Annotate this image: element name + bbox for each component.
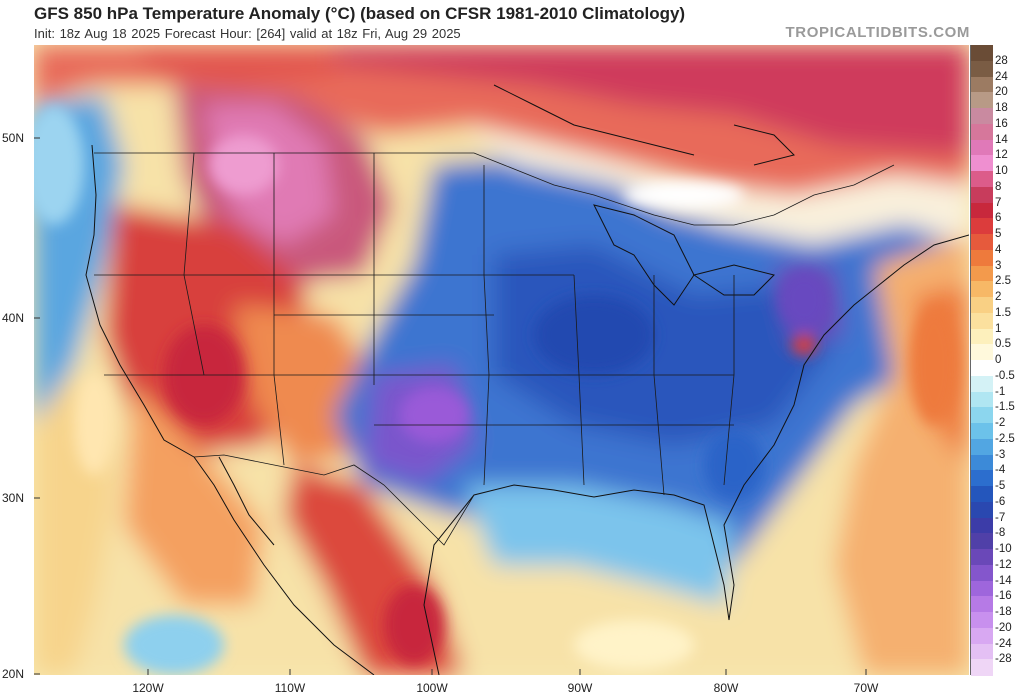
colorbar-cell — [971, 312, 993, 329]
colorbar-tick-label: 16 — [995, 117, 1008, 130]
colorbar-tick-label: 2 — [995, 291, 1002, 303]
colorbar — [970, 45, 993, 676]
colorbar-cell — [971, 123, 993, 140]
colorbar-tick-label: 7 — [995, 196, 1002, 209]
lon-label-70w: 70W — [853, 681, 879, 695]
colorbar-tick-label: -20 — [995, 621, 1012, 634]
colorbar-tick-label: 10 — [995, 165, 1008, 177]
run-info: Init: 18z Aug 18 2025 Forecast Hour: [26… — [34, 26, 461, 41]
colorbar-cell — [971, 501, 993, 518]
colorbar-cell — [971, 375, 993, 392]
colorbar-cell — [971, 60, 993, 77]
colorbar-cell — [971, 643, 993, 660]
colorbar-cell — [971, 659, 993, 676]
colorbar-cell — [971, 486, 993, 503]
colorbar-tick-label: 2.5 — [995, 275, 1011, 288]
lat-label-20n: 20N — [2, 667, 25, 681]
colorbar-cell — [971, 517, 993, 534]
colorbar-cell — [971, 360, 993, 377]
colorbar-tick-label: -0.5 — [995, 369, 1015, 382]
colorbar-tick-label: 1.5 — [995, 306, 1011, 319]
map-canvas — [34, 45, 969, 675]
colorbar-cell — [971, 564, 993, 581]
colorbar-cell — [971, 171, 993, 188]
lat-label-50n: 50N — [2, 131, 25, 145]
colorbar-cell — [971, 155, 993, 172]
colorbar-tick-label: -12 — [995, 558, 1012, 571]
colorbar-tick-label: 1 — [995, 322, 1002, 335]
colorbar-tick-label: -3 — [995, 448, 1006, 461]
colorbar-tick-label: 0 — [995, 354, 1002, 366]
colorbar-cell — [971, 265, 993, 282]
axis-ticks — [34, 137, 867, 675]
colorbar-tick-label: -4 — [995, 464, 1006, 477]
colorbar-cell — [971, 108, 993, 125]
lon-label-110w: 110W — [274, 681, 306, 695]
anomaly-map[interactable] — [34, 45, 969, 675]
colorbar-tick-label: -1 — [995, 385, 1006, 398]
colorbar-tick-label: -6 — [995, 495, 1006, 508]
colorbar-cell — [971, 234, 993, 251]
colorbar-tick-label: -1.5 — [995, 401, 1015, 414]
colorbar-tick-label: -5 — [995, 480, 1006, 492]
colorbar-cell — [971, 438, 993, 455]
colorbar-tick-label: -16 — [995, 590, 1012, 603]
colorbar-tick-label: -18 — [995, 606, 1012, 618]
colorbar-tick-label: 6 — [995, 212, 1002, 225]
colorbar-cell — [971, 281, 993, 298]
colorbar-tick-label: 18 — [995, 102, 1008, 114]
colorbar-cell — [971, 328, 993, 345]
colorbar-cell — [971, 407, 993, 424]
colorbar-tick-label: 3 — [995, 259, 1002, 272]
colorbar-cell — [971, 470, 993, 487]
colorbar-cell — [971, 612, 993, 629]
colorbar-tick-label: 28 — [995, 54, 1008, 67]
political-boundaries — [94, 152, 895, 546]
colorbar-cell — [971, 391, 993, 408]
colorbar-cell — [971, 627, 993, 644]
colorbar-tick-label: -2.5 — [995, 432, 1015, 445]
lat-label-40n: 40N — [2, 311, 25, 325]
colorbar-tick-label: -2 — [995, 417, 1006, 429]
colorbar-cell — [971, 549, 993, 566]
colorbar-cell — [971, 533, 993, 550]
coastlines — [85, 84, 969, 675]
colorbar-tick-label: -28 — [995, 653, 1012, 666]
colorbar-cell — [971, 186, 993, 203]
colorbar-tick-label: 14 — [995, 133, 1008, 146]
brand-watermark: TROPICALTIDBITS.COM — [785, 24, 970, 41]
colorbar-tick-label: -24 — [995, 637, 1012, 650]
page-title: GFS 850 hPa Temperature Anomaly (°C) (ba… — [34, 4, 686, 23]
colorbar-tick-label: 24 — [995, 70, 1008, 83]
colorbar-cell — [971, 454, 993, 471]
colorbar-tick-label: -7 — [995, 511, 1006, 524]
colorbar-tick-label: -8 — [995, 527, 1006, 540]
colorbar-cell — [971, 45, 993, 61]
lon-label-90w: 90W — [567, 681, 593, 695]
colorbar-cell — [971, 92, 993, 109]
lat-label-30n: 30N — [2, 491, 25, 505]
colorbar-tick-label: -10 — [995, 543, 1012, 555]
colorbar-cell — [971, 249, 993, 266]
colorbar-tick-label: 5 — [995, 228, 1002, 240]
colorbar-cell — [971, 344, 993, 361]
colorbar-tick-label: -14 — [995, 574, 1012, 587]
colorbar-cell — [971, 297, 993, 314]
colorbar-tick-label: 20 — [995, 86, 1008, 99]
colorbar-tick-label: 12 — [995, 149, 1008, 162]
colorbar-cell — [971, 218, 993, 235]
colorbar-cell — [971, 76, 993, 93]
lon-label-100w: 100W — [416, 681, 448, 695]
colorbar-cell — [971, 596, 993, 613]
colorbar-cell — [971, 139, 993, 156]
colorbar-tick-label: 0.5 — [995, 338, 1011, 351]
anomaly-field-detail — [34, 105, 959, 675]
colorbar-cell — [971, 423, 993, 440]
colorbar-cell — [971, 580, 993, 597]
colorbar-tick-label: 4 — [995, 243, 1002, 256]
colorbar-cell — [971, 202, 993, 219]
lon-label-80w: 80W — [713, 681, 739, 695]
colorbar-tick-label: 8 — [995, 180, 1002, 193]
lon-label-120w: 120W — [132, 681, 164, 695]
